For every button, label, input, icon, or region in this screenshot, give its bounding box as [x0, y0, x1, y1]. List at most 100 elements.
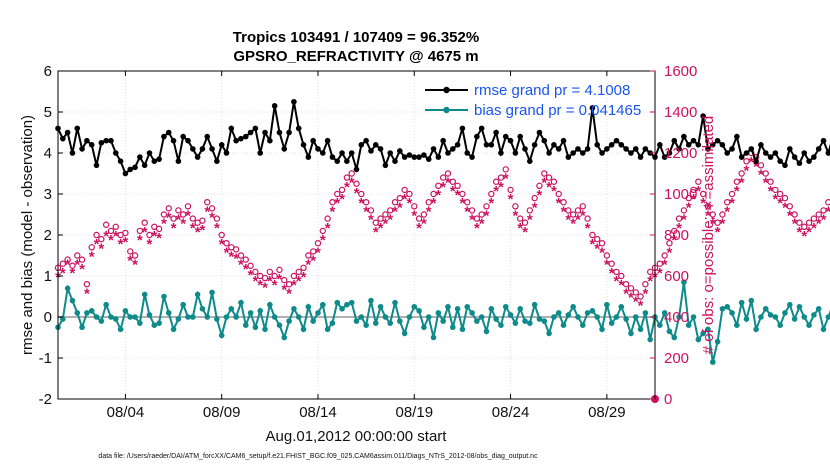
bias-point — [435, 310, 442, 316]
rmse-point — [103, 137, 109, 144]
rmse-point — [411, 154, 418, 160]
bias-point — [705, 326, 711, 333]
obs-assimilated-point: * — [224, 244, 230, 261]
rmse-point — [108, 137, 114, 144]
rmse-point — [531, 142, 538, 148]
obs-possible-point — [146, 231, 153, 239]
obs-assimilated-point: * — [594, 240, 600, 257]
obs-assimilated-point: * — [691, 191, 697, 208]
obs-assimilated-point: * — [469, 212, 475, 229]
obs-assimilated-point: * — [118, 236, 124, 253]
rmse-point — [579, 150, 586, 156]
x-tick-label: 08/19 — [396, 404, 434, 421]
bias-point — [281, 334, 288, 341]
rmse-point — [449, 146, 456, 152]
obs-assimilated-point: * — [142, 224, 148, 241]
obs-assimilated-point: * — [739, 175, 745, 192]
rmse-point — [676, 146, 682, 152]
bias-point — [132, 314, 138, 320]
obs-assimilated-point: * — [686, 199, 692, 216]
bias-point — [348, 299, 355, 306]
bias-point — [267, 301, 273, 308]
rmse-point — [435, 154, 442, 160]
obs-assimilated-point: * — [734, 183, 740, 200]
rmse-point — [632, 146, 639, 152]
rmse-point — [459, 125, 466, 132]
rmse-point — [729, 146, 735, 152]
bias-point — [112, 316, 119, 322]
obs-assimilated-point: * — [132, 257, 138, 274]
bias-point — [344, 301, 350, 308]
rmse-point — [748, 146, 755, 152]
obs-possible-point — [285, 281, 293, 288]
bias-point — [79, 324, 85, 331]
bias-point — [820, 326, 827, 333]
bias-point — [709, 359, 716, 365]
y-left-tick-label: 4 — [44, 145, 52, 162]
rmse-point — [315, 146, 321, 152]
obs-assimilated-point: * — [676, 220, 682, 237]
obs-assimilated-point: * — [792, 216, 798, 233]
bias-point — [377, 303, 384, 310]
bias-point — [64, 285, 71, 292]
bias-point — [483, 328, 490, 335]
obs-assimilated-point: * — [657, 265, 663, 282]
obs-assimilated-point: * — [310, 253, 316, 270]
rmse-point — [478, 125, 485, 132]
obs-possible-point — [646, 268, 654, 276]
bias-point — [93, 314, 100, 320]
bias-point — [271, 314, 278, 320]
obs-possible-point — [396, 194, 404, 202]
rmse-point — [527, 158, 533, 164]
rmse-point — [271, 103, 278, 109]
bias-point — [238, 299, 244, 306]
obs-assimilated-point: * — [204, 203, 210, 220]
obs-assimilated-point: * — [296, 273, 302, 290]
obs-possible-point — [497, 174, 505, 181]
bias-point — [233, 314, 239, 320]
obs-assimilated-point: * — [219, 236, 225, 253]
rmse-point — [483, 142, 490, 148]
bias-point — [815, 306, 822, 312]
obs-possible-point — [478, 211, 485, 218]
bias-point — [502, 303, 509, 310]
obs-possible-point — [358, 190, 365, 198]
rmse-point — [753, 158, 759, 164]
obs-possible-point — [598, 239, 606, 247]
bias-point — [122, 308, 129, 314]
obs-possible-point — [271, 272, 278, 280]
rmse-point — [300, 142, 307, 148]
bias-point — [493, 316, 499, 322]
obs-possible-point — [223, 239, 230, 247]
obs-assimilated-point: * — [445, 175, 451, 192]
obs-assimilated-point: * — [724, 203, 730, 220]
obs-assimilated-point: * — [532, 199, 538, 216]
rmse-point — [324, 137, 331, 144]
obs-possible-point — [492, 178, 500, 185]
obs-assimilated-point: * — [147, 236, 153, 253]
rmse-point — [787, 146, 793, 152]
obs-possible-point — [338, 186, 346, 194]
obs-possible-point — [680, 207, 688, 214]
bias-point — [806, 322, 812, 329]
obs-assimilated-point: * — [816, 216, 822, 233]
obs-possible-point — [348, 170, 355, 177]
obs-possible-point — [112, 223, 119, 230]
y-left-axis-label: rmse and bias (model - observation) — [19, 115, 36, 355]
rmse-point — [695, 142, 702, 148]
y-left-tick-label: 5 — [44, 104, 52, 121]
obs-assimilated-point: * — [604, 257, 610, 274]
bias-point — [738, 299, 745, 306]
rmse-point — [305, 154, 312, 160]
obs-possible-point — [314, 239, 322, 247]
rmse-point — [348, 150, 355, 156]
bias-point — [661, 310, 668, 316]
obs-assimilated-point: * — [585, 220, 591, 237]
obs-possible-point — [411, 203, 418, 210]
bias-point — [474, 318, 480, 324]
obs-possible-point — [521, 219, 529, 226]
bias-point — [401, 330, 408, 337]
rmse-point — [762, 150, 769, 156]
bias-point — [560, 322, 567, 329]
rmse-point — [392, 158, 398, 164]
